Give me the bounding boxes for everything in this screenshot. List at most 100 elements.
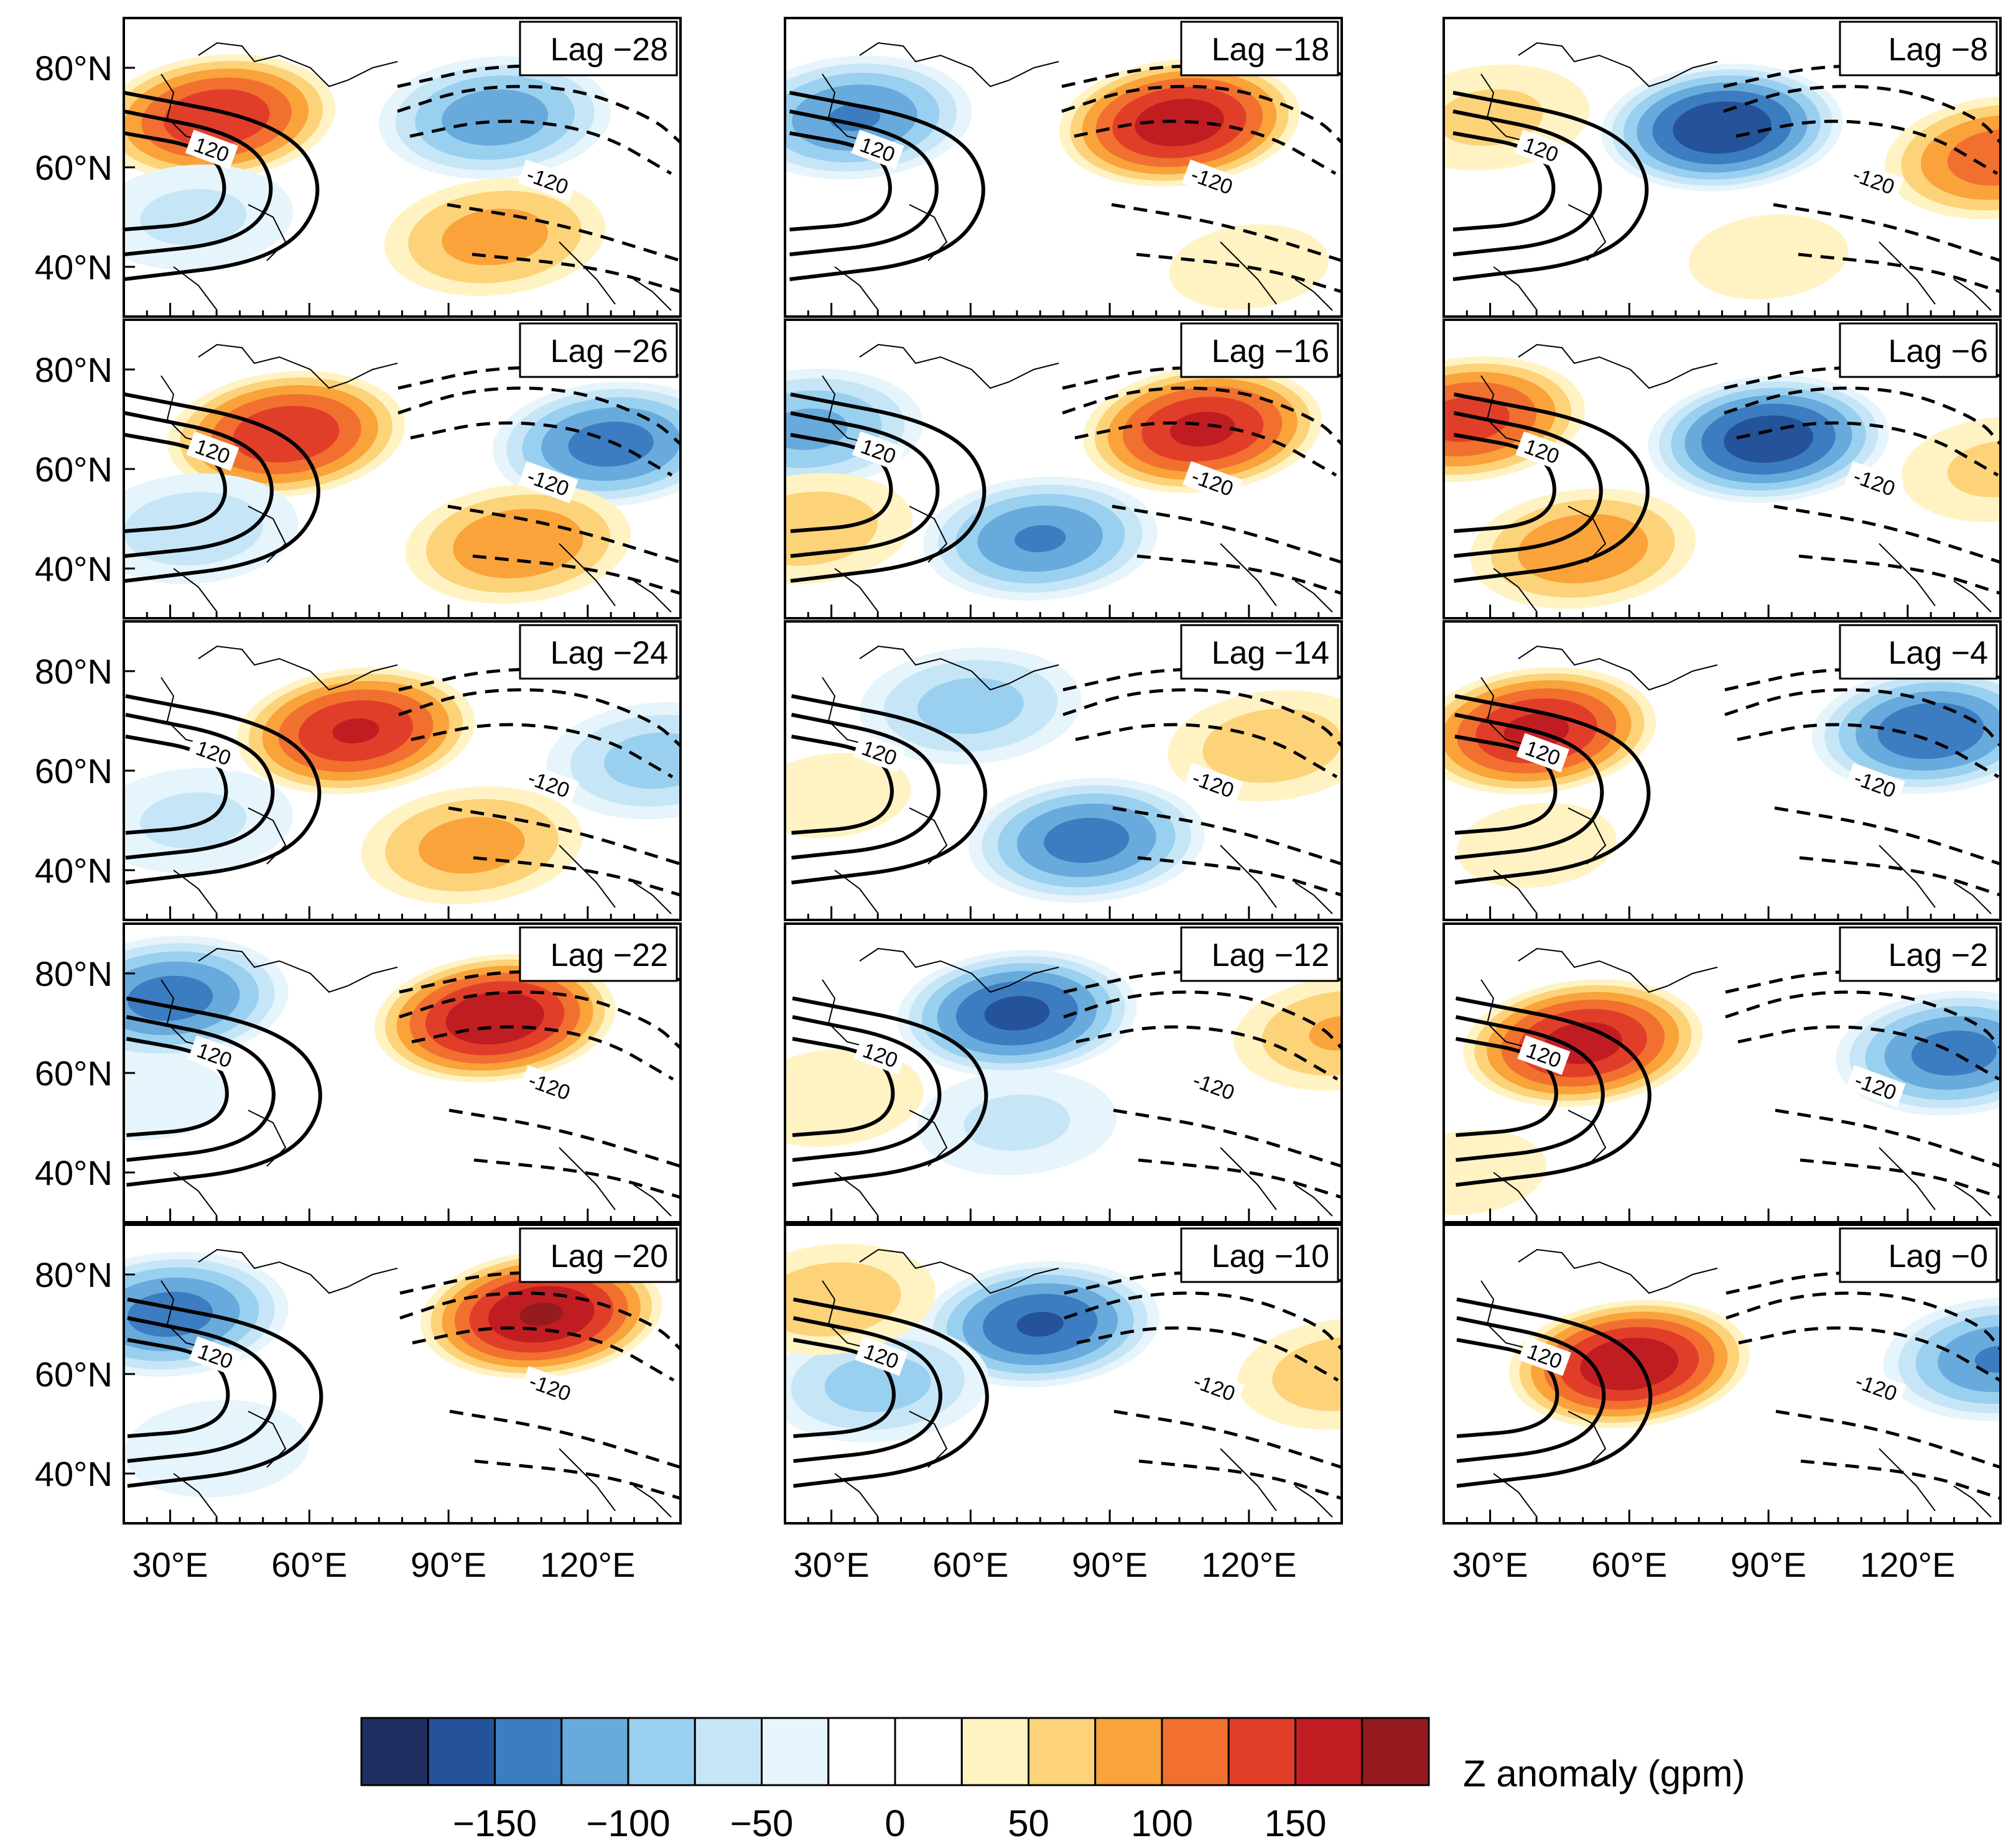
contour-positive [1455, 1037, 1558, 1137]
lag-label-text: Lag −12 [1212, 937, 1329, 973]
contour-negative [1062, 688, 1342, 747]
contour-negative [473, 1158, 681, 1199]
lat-tick-label: 60°N [35, 1054, 113, 1093]
colorbar-box [960, 1717, 1029, 1786]
lag-label-text: Lag −24 [550, 635, 668, 671]
contour-negative [1136, 554, 1342, 595]
colorbar-box [560, 1717, 629, 1786]
lag-label: Lag −2 [1839, 926, 1998, 982]
colorbar-box [761, 1717, 830, 1786]
contour-positive [790, 433, 893, 533]
lat-tick-label: 80°N [35, 49, 113, 88]
lag-label-text: Lag −26 [550, 333, 668, 369]
lon-tick-label: 30°E [794, 1545, 870, 1584]
contour-positive [790, 392, 987, 583]
anomaly-band [1016, 1312, 1064, 1337]
contour-negative [1723, 85, 2000, 144]
contour-negative [1074, 119, 1337, 175]
coastline [1480, 947, 1992, 1217]
colorbar-tick-labels: −150 −100 −50 0 50 100 150 [453, 1803, 1327, 1843]
contour-negative [1112, 806, 1342, 866]
lat-tick-label: 40°N [35, 549, 113, 588]
contour-negative [1775, 1108, 2000, 1168]
contour-negative [1725, 990, 2000, 1049]
colorbar-tick-label: −100 [586, 1803, 670, 1843]
coastline [1480, 343, 1992, 613]
coastline [822, 42, 1333, 311]
contour-positive [1452, 131, 1556, 231]
lon-tick-label: 90°E [411, 1545, 486, 1584]
anomaly-field: 120-120 [785, 645, 1342, 914]
contour-positive [1452, 91, 1649, 281]
anomaly-band [917, 677, 1024, 735]
colorbar-box [894, 1717, 963, 1786]
anomaly-band [442, 208, 549, 266]
anomaly-field: 120-120 [124, 935, 681, 1217]
contour-positive [127, 1338, 230, 1438]
contour-positive [1455, 1015, 1605, 1162]
anomaly-band [1673, 101, 1772, 154]
anomaly-field: 120-120 [124, 645, 681, 914]
lag-label-box [1839, 624, 1998, 680]
anomaly-field: 120-120 [124, 343, 681, 613]
lag-label-box [519, 926, 678, 982]
colorbar-tick-label: −150 [453, 1803, 537, 1843]
anomaly-band [824, 1355, 931, 1413]
coastline [160, 645, 672, 914]
anomaly-band [442, 89, 549, 146]
anomaly-field: 120-120 [785, 947, 1342, 1217]
anomaly-band [829, 104, 881, 131]
lag-label-box [1180, 1227, 1339, 1283]
contour-positive [1452, 109, 1602, 256]
contour-negative [1074, 421, 1337, 477]
lon-tick-label: 30°E [1452, 1545, 1528, 1584]
contour-positive [792, 996, 988, 1187]
lag-label: Lag −12 [1180, 926, 1339, 982]
contour-positive [124, 91, 320, 281]
contour-negative [412, 1326, 675, 1382]
contour-negative [398, 688, 681, 747]
anomaly-band [453, 509, 583, 578]
anomaly-field: 120-120 [124, 1248, 681, 1518]
lag-label: Lag −8 [1839, 21, 1998, 77]
lon-tick-label: 120°E [1201, 1545, 1296, 1584]
anomaly-band [1309, 1016, 1342, 1051]
contour-negative [411, 1025, 674, 1081]
lat-tick-label: 40°N [35, 851, 113, 890]
coastline [822, 1248, 1333, 1518]
colorbar-box [1161, 1717, 1230, 1786]
contour-positive [1454, 735, 1558, 835]
lon-tick-label: 90°E [1072, 1545, 1148, 1584]
anomaly-band [1444, 1130, 1547, 1215]
contour-positive [1456, 1316, 1606, 1463]
anomaly-band [163, 89, 270, 146]
lag-label: Lag −26 [519, 322, 678, 378]
colorbar-box [1361, 1717, 1430, 1786]
contour-negative [1724, 688, 2000, 747]
contour-negative [1726, 1291, 2000, 1350]
lag-label-text: Lag −20 [550, 1238, 668, 1274]
anomaly-band [785, 753, 911, 838]
lag-label-box [519, 21, 678, 77]
colorbar: −150 −100 −50 0 50 100 150 Z anomaly (gpm) [360, 1717, 1745, 1843]
contour-positive [124, 392, 320, 583]
contour-positive [789, 131, 892, 231]
lat-tick-label: 60°N [35, 148, 113, 187]
contour-negative [397, 386, 681, 445]
contour-negative [397, 64, 681, 88]
colorbar-label: Z anomaly (gpm) [1463, 1753, 1745, 1794]
contour-positive [789, 109, 939, 256]
contour-positive [127, 1316, 277, 1463]
contour-negative [1737, 1025, 2000, 1081]
contour-positive [791, 735, 894, 835]
contour-positive [125, 694, 322, 884]
contour-negative [447, 203, 681, 262]
contour-negative [409, 119, 672, 175]
lag-label: Lag −20 [519, 1227, 678, 1283]
